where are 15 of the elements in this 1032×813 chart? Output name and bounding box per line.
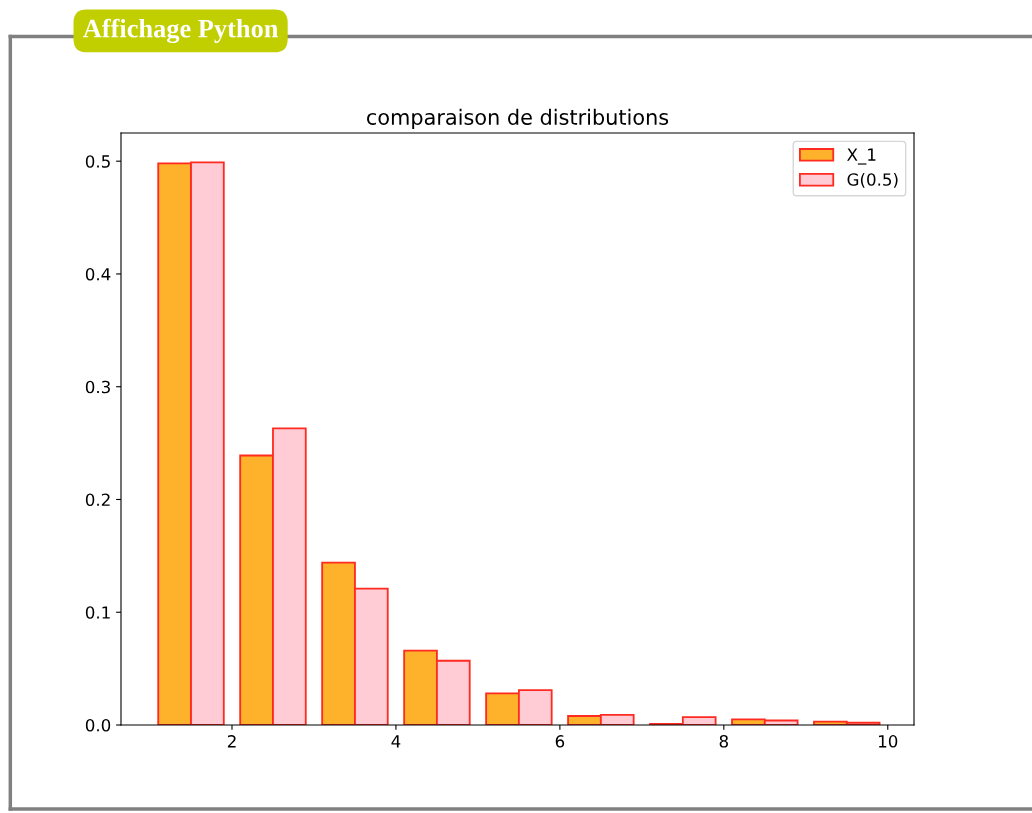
x-tick-label: 4 bbox=[391, 735, 401, 748]
chart-title: comparaison de distributions bbox=[367, 108, 669, 129]
y-tick-label: 0.1 bbox=[85, 606, 110, 619]
y-tick-label: 0.5 bbox=[85, 155, 110, 168]
legend-label: X_1 bbox=[847, 148, 876, 165]
x-tick-label: 6 bbox=[555, 735, 565, 748]
x-tick-label: 10 bbox=[879, 735, 898, 748]
y-tick-label: 0.4 bbox=[85, 267, 111, 281]
x-tick-label: 2 bbox=[227, 735, 236, 748]
y-tick-label: 0.3 bbox=[85, 380, 110, 394]
y-tick-label: 0.2 bbox=[85, 493, 110, 507]
x-tick-label: 8 bbox=[719, 735, 728, 748]
text: Affichage Python bbox=[83, 18, 279, 44]
legend-label: G(0.5) bbox=[847, 172, 898, 188]
y-tick-label: 0.0 bbox=[85, 718, 111, 732]
